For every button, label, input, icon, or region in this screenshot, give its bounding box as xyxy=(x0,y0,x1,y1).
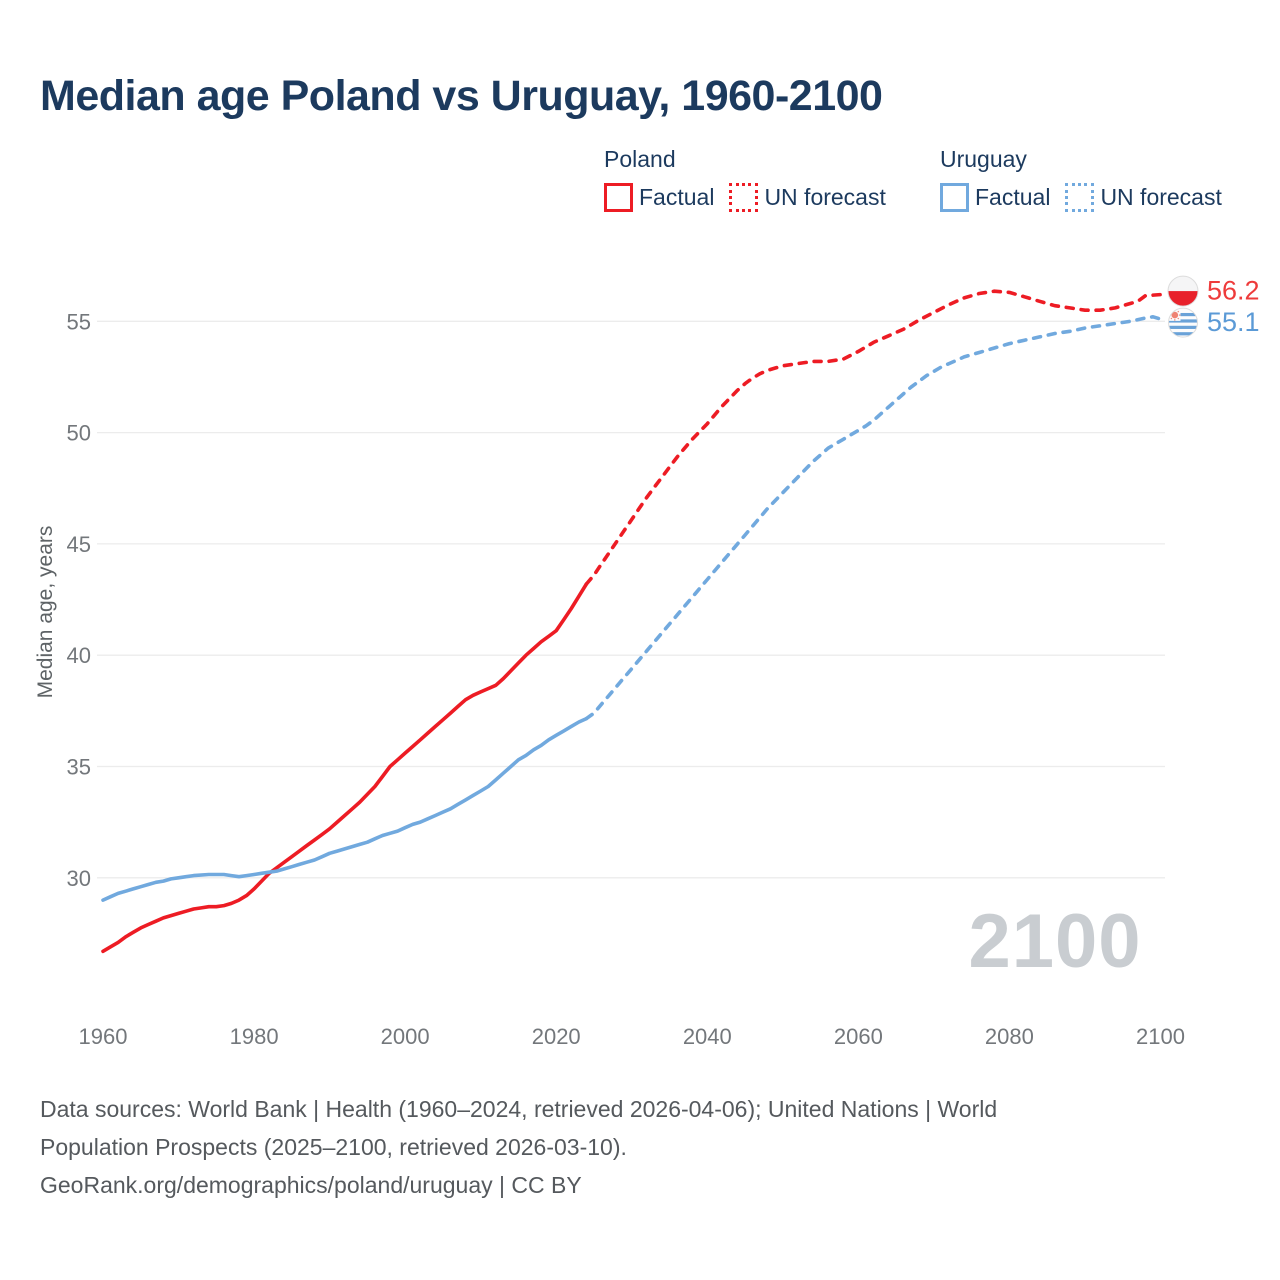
y-tick-label: 35 xyxy=(67,755,91,780)
legend-item-label: UN forecast xyxy=(1100,184,1222,210)
x-tick-label: 1960 xyxy=(79,1024,128,1049)
series-poland-factual xyxy=(101,582,589,954)
legend-group-title-uruguay: Uruguay xyxy=(940,146,1027,172)
x-tick-label: 2080 xyxy=(985,1024,1034,1049)
series-poland-un-forecast xyxy=(584,289,1163,586)
footer: Data sources: World Bank | Health (1960–… xyxy=(40,1090,997,1204)
legend-item-label: Factual xyxy=(975,184,1051,210)
y-tick-label: 55 xyxy=(67,309,91,334)
chart-title: Median age Poland vs Uruguay, 1960-2100 xyxy=(40,72,883,120)
footer-attribution-link: GeoRank.org/demographics/poland/uruguay … xyxy=(40,1172,582,1198)
x-tick-label: 2060 xyxy=(834,1024,883,1049)
legend-item-label: Factual xyxy=(639,184,715,210)
x-tick-label: 2000 xyxy=(381,1024,430,1049)
legend-group-title-poland: Poland xyxy=(604,146,676,172)
poland-factual-swatch-icon xyxy=(604,183,633,212)
footer-data-sources-line2: Population Prospects (2025–2100, retriev… xyxy=(40,1134,627,1160)
y-tick-label: 50 xyxy=(67,421,91,446)
x-tick-label: 2020 xyxy=(532,1024,581,1049)
uruguay-flag-icon xyxy=(1168,308,1198,338)
y-tick-label: 40 xyxy=(67,643,91,668)
poland-end-value: 56.2 xyxy=(1207,276,1260,306)
x-tick-label: 2040 xyxy=(683,1024,732,1049)
legend-item-poland-factual[interactable]: Factual xyxy=(604,183,714,212)
uruguay-forecast-swatch-icon xyxy=(1065,183,1095,212)
legend-item-poland-forecast[interactable]: UN forecast xyxy=(729,183,886,212)
poland-flag-icon xyxy=(1167,275,1199,307)
y-tick-label: 30 xyxy=(67,866,91,891)
poland-forecast-swatch-icon xyxy=(729,183,759,212)
legend-item-label: UN forecast xyxy=(764,184,886,210)
y-axis-title: Median age, years xyxy=(34,526,57,699)
uruguay-flag-icon xyxy=(1168,307,1198,338)
footer-data-sources-line1: Data sources: World Bank | Health (1960–… xyxy=(40,1096,998,1122)
legend-item-uruguay-factual[interactable]: Factual xyxy=(940,183,1050,212)
series-uruguay-factual xyxy=(101,716,589,902)
y-tick-label: 45 xyxy=(67,532,91,557)
legend-group-uruguay: Uruguay Factual UN forecast xyxy=(940,147,1222,212)
legend-item-uruguay-forecast[interactable]: UN forecast xyxy=(1065,183,1222,212)
poland-flag-icon xyxy=(1168,276,1198,307)
x-tick-label: 2100 xyxy=(1136,1024,1185,1049)
uruguay-end-value: 55.1 xyxy=(1207,307,1260,337)
legend-group-poland: Poland Factual UN forecast xyxy=(604,147,886,212)
watermark-year: 2100 xyxy=(968,899,1141,984)
uruguay-factual-swatch-icon xyxy=(940,183,969,212)
x-tick-label: 1980 xyxy=(230,1024,279,1049)
series-uruguay-un-forecast xyxy=(584,314,1163,721)
